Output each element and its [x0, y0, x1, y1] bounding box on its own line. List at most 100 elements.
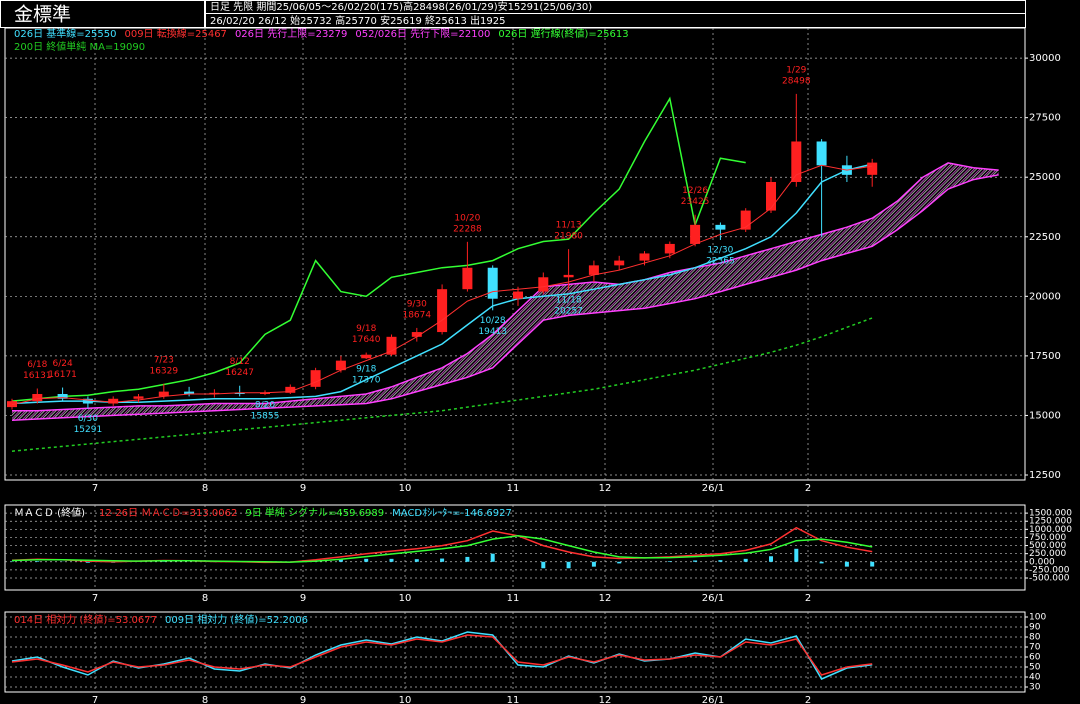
panel-frame: [4, 611, 1026, 693]
oscillator-bar: [389, 558, 394, 562]
x-tick-label: 12: [599, 593, 612, 604]
x-tick-label: 9: [300, 593, 306, 604]
annotation-value: 16131: [23, 371, 52, 381]
annotation-date: 1/29: [786, 65, 806, 75]
annotation-value: 20257: [554, 307, 583, 317]
x-tick-label: 11: [507, 695, 520, 704]
annotation-value: 22288: [453, 224, 482, 234]
y-tick-label: 12500: [1029, 470, 1061, 481]
candle-body: [816, 141, 827, 166]
x-tick-label: 10: [399, 695, 412, 704]
candle-body: [285, 386, 296, 393]
candle-body: [260, 392, 270, 395]
annotation-value: 17640: [352, 335, 381, 345]
y-tick-label: -500.000: [1029, 573, 1070, 583]
annotation-value: 16171: [48, 370, 77, 380]
y-tick-label: 40: [1029, 673, 1041, 683]
annotation-value: 16329: [149, 366, 178, 376]
candle-body: [791, 141, 802, 182]
candle-body: [32, 394, 43, 402]
legend-entry: 026日 遅行線(終値)=25613: [498, 27, 628, 40]
candle-body: [411, 332, 422, 337]
candle-body: [462, 267, 473, 290]
y-tick-label: 50: [1029, 663, 1041, 673]
y-tick-label: -250.000: [1029, 565, 1070, 575]
y-tick-label: 27500: [1029, 113, 1061, 124]
candle-body: [158, 391, 169, 397]
x-tick-label: 9: [300, 695, 306, 704]
x-tick-label: 11: [507, 593, 520, 604]
oscillator-bar: [414, 559, 419, 562]
candle-body: [335, 360, 346, 371]
legend-entry: 014日 相対力 (終値)=53.0677: [14, 613, 157, 626]
candle-body: [437, 289, 448, 333]
panel-title: ＭＡＣＤ (終値): [14, 506, 85, 519]
x-tick-label: 2: [805, 695, 811, 704]
candle-body: [57, 394, 68, 399]
series-line: [11, 164, 873, 406]
candle-body: [740, 210, 751, 230]
panel-frame: [4, 504, 1026, 591]
oscillator-bar: [338, 559, 343, 562]
x-tick-label: 26/1: [702, 593, 724, 604]
oscillator-bar: [35, 561, 40, 562]
candle-body: [538, 277, 549, 292]
y-tick-label: 30000: [1029, 53, 1061, 64]
y-tick-label: 1500.000: [1029, 509, 1072, 519]
annotation-value: 23425: [681, 197, 710, 207]
y-tick-label: 20000: [1029, 291, 1061, 302]
x-tick-label: 11: [507, 483, 520, 494]
y-tick-label: 15000: [1029, 410, 1061, 421]
x-tick-label: 12: [599, 483, 612, 494]
info-line: 日足 先限 期間25/06/05～26/02/20(175)高28498(26/…: [210, 0, 592, 13]
series-line: [11, 631, 873, 680]
annotation-date: 9/30: [407, 299, 427, 309]
y-tick-label: 1000.000: [1029, 525, 1072, 535]
chart-title: 金標準: [14, 4, 71, 26]
candle-body: [487, 267, 498, 299]
oscillator-bar: [440, 558, 445, 562]
oscillator-bar: [490, 553, 495, 562]
x-tick-label: 7: [92, 593, 98, 604]
y-tick-label: 750.000: [1029, 533, 1066, 543]
annotation-value: 21980: [554, 232, 583, 242]
oscillator-bar: [693, 560, 698, 562]
x-tick-label: 8: [202, 695, 208, 704]
legend-entry: 200日 終値単純 MA=19090: [14, 40, 145, 53]
oscillator-bar: [870, 561, 875, 567]
candle-body: [184, 391, 195, 395]
annotation-date: 9/18: [356, 324, 376, 334]
oscillator-bar: [718, 560, 723, 562]
x-tick-label: 7: [92, 483, 98, 494]
oscillator-bar: [541, 561, 546, 569]
series-line: [11, 163, 873, 405]
legend-entry: 009日 転換線=25467: [124, 27, 226, 40]
y-tick-label: 17500: [1029, 351, 1061, 362]
cloud-fill: [12, 162, 999, 421]
annotation-value: 19413: [478, 327, 507, 337]
candle-body: [513, 291, 523, 299]
candle-body: [108, 398, 119, 404]
candle-body: [133, 396, 144, 399]
oscillator-bar: [743, 558, 748, 562]
y-tick-label: 30: [1029, 683, 1041, 693]
y-tick-label: 0.000: [1029, 557, 1055, 567]
annotation-date: 11/13: [556, 221, 582, 231]
legend-entry: 009日 相対力 (終値)=52.2006: [165, 613, 308, 626]
info-line: 26/02/20 26/12 始25732 高25770 安25619 終256…: [210, 14, 506, 27]
candle-body: [209, 392, 220, 395]
series-line: [11, 634, 873, 676]
annotation-value: 16247: [225, 368, 254, 378]
annotation-value: 18674: [402, 310, 431, 320]
series-line: [11, 526, 873, 564]
oscillator-bar: [794, 548, 799, 562]
candle-body: [82, 398, 93, 404]
oscillator-bar: [819, 561, 824, 564]
candle-body: [766, 181, 776, 211]
annotation-date: 6/18: [27, 360, 47, 370]
x-tick-label: 12: [599, 695, 612, 704]
series-line: [12, 162, 999, 412]
series-line: [11, 535, 873, 563]
annotation-date: 7/23: [154, 355, 174, 365]
